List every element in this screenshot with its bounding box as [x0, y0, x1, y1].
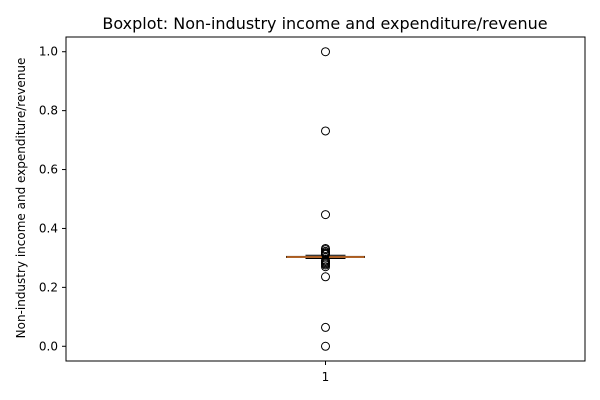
- plot-area: 0.0 0.2 0.4 0.6 0.8 1.0 1: [39, 36, 586, 384]
- y-tick-label: 0.2: [39, 280, 58, 294]
- y-tick-label: 1.0: [39, 45, 58, 59]
- axes-frame: [65, 36, 586, 362]
- y-axis-label: Non-industry income and expenditure/reve…: [14, 58, 28, 339]
- y-tick-label: 0.4: [39, 221, 58, 235]
- outlier-point: [321, 262, 330, 272]
- outlier-point: [321, 272, 330, 282]
- x-tick-label: 1: [322, 370, 330, 384]
- outlier-point: [321, 341, 330, 351]
- y-tick-label: 0.8: [39, 104, 58, 118]
- y-tick-label: 0.0: [39, 339, 58, 353]
- outlier-point: [321, 322, 330, 332]
- outlier-point: [321, 126, 330, 136]
- outlier-point: [321, 210, 330, 220]
- chart-title: Boxplot: Non-industry income and expendi…: [102, 14, 547, 33]
- outlier-point: [321, 47, 330, 57]
- y-tick-label: 0.6: [39, 163, 58, 177]
